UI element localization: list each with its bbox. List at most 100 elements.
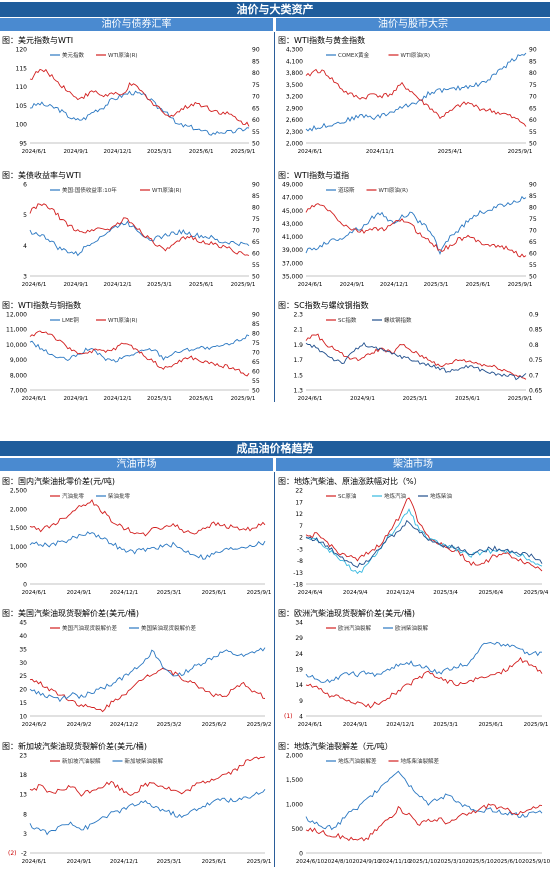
section-title: 油价与大类资产 [236,3,314,16]
svg-text:道琼斯: 道琼斯 [338,186,355,194]
legend-item: 美国汽油现货裂解价差 [50,624,118,632]
y-tick-label: 13 [19,792,27,799]
chart-wti-copper: 图：WTI指数与铜指数 7,000 8,000 9,000 10,000 11,000 12… [0,298,273,404]
y2-tick-label: 50 [252,388,260,395]
y2-tick-label: 90 [529,182,537,189]
y2-tick-label: 85 [252,58,260,65]
y-tick-label: 0 [299,851,303,858]
x-tick-label: 2025/9/10 [522,859,550,865]
svg-text:螺纹钢指数: 螺纹钢指数 [384,316,412,324]
legend-item: 美国柴油现货裂解价差 [129,624,197,632]
series-line [305,519,543,568]
column-divider [274,472,275,867]
chart-title: 图：美元指数与WTI [2,35,73,45]
x-tick-label: 2024/9/1 [340,282,365,288]
chart-svg: 图：美元指数与WTI 95 100 105 110 115 120 50 55 60 65 70 75 8… [2,35,260,155]
y2-tick-label: 85 [252,193,260,200]
y-tick-label: 1,500 [286,777,303,784]
series-line [29,647,266,703]
series-line [29,220,250,257]
x-tick-label: 2024/9/1 [63,149,88,155]
y-tick-label: 35 [19,646,27,653]
x-tick-label: 2024/9/1 [343,722,368,728]
y2-tick-label: 65 [252,239,260,246]
x-tick-label: 2025/3/2 [157,722,182,728]
x-tick-label: 2024/6/1 [22,149,47,155]
legend-item: 地炼柴油 [418,492,453,500]
y2-tick-label: 85 [252,321,260,328]
y-tick-label: 9,000 [10,357,27,364]
y-tick-label: 2,300 [286,129,303,136]
x-tick-label: 2024/9/10 [352,859,381,865]
subheader-gasoline: 汽油市场 [0,458,273,471]
y-tick-label: 4,100 [286,58,303,65]
y-tick-label: 45 [19,620,27,627]
x-tick-label: 2024/9/1 [67,859,92,865]
y-tick-label: 2.3 [293,312,303,319]
x-tick-label: 2024/6/1 [22,396,47,402]
y-tick-label: 37,000 [282,260,303,267]
y2-tick-label: 80 [252,205,260,212]
x-tick-label: 2024/9/1 [67,590,92,596]
y-tick-label: 1,000 [286,802,303,809]
chart-ust-yield-wti: 图：美债收益率与WTI 3 4 5 6 50 55 60 65 70 75 80 85 90 2024/6/… [0,168,273,290]
x-tick-label: 2025/9/2 [247,722,272,728]
legend-item: 美元指数 [50,51,85,59]
y-tick-label: 3,800 [286,70,303,77]
x-tick-label: 2025/1/10 [409,859,438,865]
x-tick-label: 2025/6/1 [455,396,480,402]
legend-item: WTI原油(R) [140,186,182,194]
x-tick-label: 2024/6/1 [298,396,323,402]
y-tick-label: 4 [299,714,303,721]
y-tick-label: 47,000 [282,195,303,202]
x-tick-label: 2025/6/1 [189,149,214,155]
y2-tick-label: 65 [252,105,260,112]
series-line [305,803,543,842]
legend-item: 新加坡汽油裂解 [50,757,101,765]
x-tick-label: 2025/9/4 [524,590,549,596]
y2-tick-label: 85 [529,193,537,200]
legend-item: 美国:国债收益率:10年 [50,186,117,194]
section-banner-assets: 油价与大类资产 [0,2,550,17]
chart-svg: 图：美债收益率与WTI 3 4 5 6 50 55 60 65 70 75 80 85 90 2024/6/… [2,170,260,288]
y-tick-label: 45,000 [282,208,303,215]
series-line [305,203,527,258]
legend-item: WTI原油(R) [96,316,138,324]
subheader-diesel: 柴油市场 [276,458,550,471]
series-line [305,195,527,256]
svg-text:SC指数: SC指数 [338,316,357,324]
x-tick-label: 2024/12/1 [380,282,408,288]
series-line [29,667,266,713]
x-tick-label: 2024/9/1 [350,396,375,402]
chart-sg-crack: 图：新加坡汽柴油现货裂解价差(美元/桶) -2 3 8 13 18 23 2024/6/1 20… [0,739,273,867]
chart-svg: 图：美国汽柴油现货裂解价差(美元/桶) 10 15 20 25 30 35 40 45 2024/… [2,608,272,728]
x-tick-label: 2025/9/1 [508,396,533,402]
series-line [305,770,543,831]
x-tick-label: 2025/6/1 [202,859,227,865]
y2-tick-label: 50 [529,141,537,148]
chart-sc-rebar: 图：SC指数与螺纹钢指数 1.3 1.5 1.7 1.9 2.1 2.3 0.65 0.7 0.7… [276,298,550,404]
x-tick-label: 2024/6/1 [22,282,47,288]
chart-usd-index-wti: 图：美元指数与WTI 95 100 105 110 115 120 50 55 60 65 70 75 8… [0,33,273,157]
y-tick-label: 25 [19,673,27,680]
y2-tick-label: 50 [529,274,537,281]
y-tick-label: 5 [23,212,27,219]
y-tick-label: 2,600 [286,117,303,124]
x-tick-label: 2025/3/4 [433,590,458,596]
y-tick-label: 12,000 [6,312,27,319]
series-line [305,341,527,381]
x-tick-label: 2024/6/1 [22,859,47,865]
y-tick-label: -8 [297,558,303,565]
y2-tick-label: 75 [252,82,260,89]
y-tick-label: 3,200 [286,94,303,101]
chart-domestic-spread: 图：国内汽柴油批零价差(元/吨) 0 500 1,000 1,500 2,000 2,500… [0,474,273,598]
y-tick-label: 20 [19,687,27,694]
y2-tick-label: 55 [529,129,537,136]
y-tick-label: 41,000 [282,234,303,241]
series-line [29,531,266,560]
y2-tick-label: 85 [529,58,537,65]
y-tick-label: 22 [295,488,303,495]
svg-text:汽油批零: 汽油批零 [62,492,85,500]
section-banner-products: 成品油价格趋势 [0,441,550,456]
y2-tick-label: 65 [252,359,260,366]
